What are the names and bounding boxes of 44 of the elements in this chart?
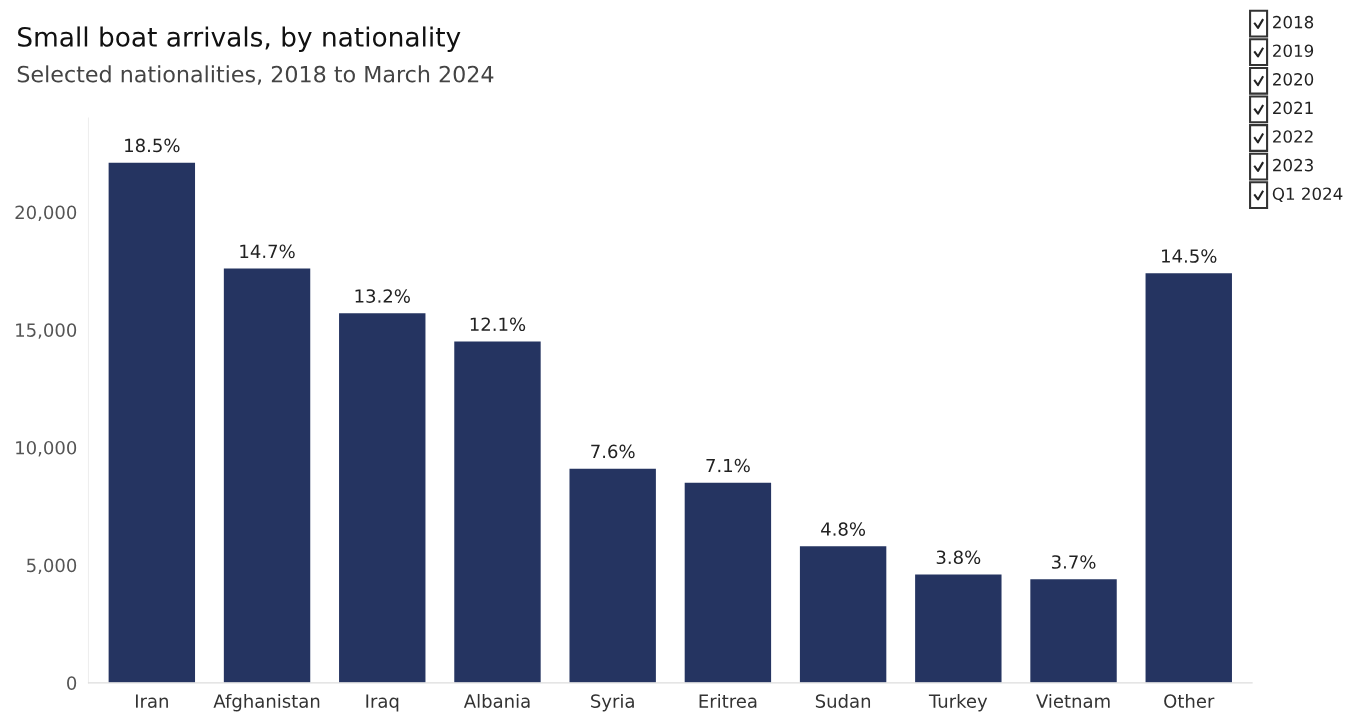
bar (569, 468, 656, 683)
x-tick-label: Albania (463, 693, 530, 708)
annotation: 14.5% (1162, 249, 1217, 263)
text: 2018 (1273, 15, 1314, 29)
y-tick-label: 20,000 (15, 205, 77, 222)
y-tick-label: 10,000 (16, 440, 77, 457)
annotation: 7.6% (591, 444, 635, 459)
y-tick-label: 0 (67, 676, 77, 690)
x-tick-label: Other (1164, 693, 1215, 708)
y-tick-label: 15,000 (16, 323, 77, 339)
annotation: 13.2% (355, 289, 410, 303)
bar (915, 574, 1002, 683)
x-tick-label: Vietnam (1036, 693, 1110, 708)
text: 2022 (1273, 130, 1313, 143)
chart-title: Small boat arrivals, by nationality (18, 26, 461, 52)
x-tick-label: Eritrea (699, 693, 757, 708)
x-tick-label: Sudan (815, 693, 871, 708)
chart-subtitle: Selected nationalities, 2018 to March 2024 (17, 65, 494, 85)
annotation: 7.1% (706, 458, 750, 473)
text: 2023 (1273, 158, 1313, 172)
bar (1145, 273, 1232, 683)
annotation: 4.8% (821, 522, 866, 536)
text: Q1 2024 (1272, 187, 1343, 202)
x-tick-label: Afghanistan (213, 693, 320, 712)
bar (684, 482, 772, 683)
text: 2020 (1273, 73, 1314, 86)
annotation: 3.8% (936, 550, 981, 565)
bar (1030, 579, 1117, 683)
annotation: 14.7% (240, 244, 295, 259)
annotation: 3.7% (1051, 555, 1096, 569)
x-tick-label: Syria (591, 693, 634, 712)
y-tick-label: 5,000 (27, 558, 77, 575)
bar (454, 341, 541, 683)
bar (339, 313, 426, 683)
x-tick-label: Iran (135, 694, 168, 708)
annotation: 18.5% (125, 138, 180, 153)
annotation: 12.1% (470, 317, 526, 332)
bar (108, 162, 196, 683)
text: 2021 (1273, 101, 1313, 115)
x-tick-label: Iraq (366, 694, 399, 712)
bar (799, 546, 887, 683)
x-tick-label: Turkey (928, 693, 988, 712)
text: 2019 (1273, 44, 1314, 58)
bar (223, 268, 311, 683)
